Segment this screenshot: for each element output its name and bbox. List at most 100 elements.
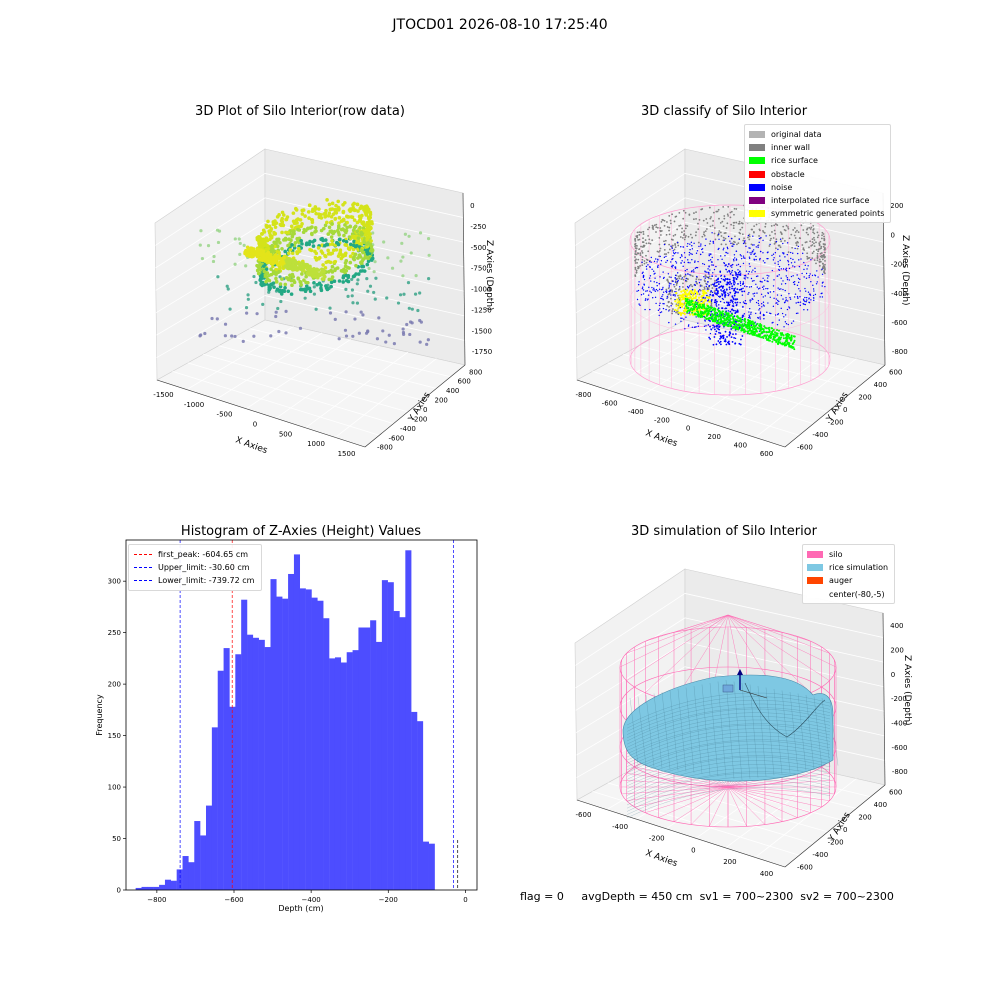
data-point [341,275,346,280]
data-point [742,239,745,242]
z-tick-label: 400 [890,622,903,630]
data-point [751,297,753,300]
data-point [748,316,750,319]
data-point [675,278,677,281]
data-point [758,259,761,261]
x-tick-label: -1500 [153,391,173,399]
data-point [634,268,637,270]
grid-line [187,362,394,424]
data-point [729,272,732,275]
data-point [716,290,719,292]
data-point [705,314,708,317]
y-tick-label: 150 [108,732,121,740]
center-arrow-head [737,669,743,675]
data-point [689,274,691,276]
data-point [703,263,706,266]
data-point [639,304,641,307]
panel2-zlabel: Z Axies (Depth) [900,235,910,306]
data-point [730,223,733,226]
data-point [812,288,815,290]
data-point [277,250,281,255]
data-point [738,270,741,273]
data-point [768,334,771,337]
data-point [684,224,687,227]
data-point [639,252,642,255]
data-point [319,228,324,233]
silo-floor-wire [727,786,766,825]
data-point [708,285,711,287]
data-point [238,241,242,246]
data-point [283,249,287,254]
data-point [668,290,670,293]
data-point [644,299,647,301]
data-point [668,226,671,229]
data-point [746,325,749,328]
data-point [256,253,260,257]
data-point [729,265,732,267]
data-point [679,306,682,309]
data-point [787,227,790,230]
data-point [674,246,677,249]
data-point [427,276,431,281]
data-point [348,224,352,229]
data-point [723,239,726,241]
data-point [659,255,661,258]
data-point [729,211,732,214]
data-point [742,325,745,328]
data-point [298,326,303,330]
data-point [344,334,349,338]
data-point [758,304,760,307]
status-footer: flag = 0 avgDepth = 450 cm sv1 = 700~230… [520,890,894,903]
data-point [804,287,806,290]
data-point [694,283,696,286]
data-point [820,247,823,250]
data-point [744,240,746,242]
data-point [773,290,775,293]
data-point [705,285,707,288]
data-point [731,266,733,268]
data-point [700,295,703,298]
surface-mesh-line [757,685,767,777]
silo-roof-wire [673,614,729,633]
histogram-bar [205,805,213,890]
data-point [713,268,716,271]
data-point [785,336,788,339]
data-point [289,224,294,229]
data-point [719,322,722,325]
data-point [746,285,748,288]
data-point [806,255,809,258]
data-point [289,292,294,296]
data-point [812,231,814,234]
data-point [679,256,682,259]
data-point [725,278,727,281]
data-point [284,230,288,235]
data-point [675,304,678,307]
data-point [645,298,647,300]
data-point [676,298,679,301]
legend-label: first_peak: -604.65 cm [158,550,249,560]
x-tick-label: −200 [379,896,398,904]
silo-floor-wire [634,786,729,808]
data-point [730,282,733,285]
data-point [728,269,730,272]
data-point [303,296,307,300]
data-point [642,271,644,273]
data-point [694,234,697,237]
x-tick-label: -200 [654,416,670,424]
data-point [760,293,763,295]
data-point [343,328,348,332]
data-point [739,272,742,274]
data-point [330,207,335,211]
data-point [725,243,727,246]
data-point [803,276,805,278]
panel2-title: 3D classify of Silo Interior [640,104,808,119]
data-point [672,234,675,237]
data-point [329,284,333,289]
data-point [255,312,259,316]
data-point [807,257,810,260]
data-point [810,244,813,247]
data-point [772,305,775,308]
data-point [299,238,304,243]
data-point [732,279,735,282]
data-point [725,227,728,229]
